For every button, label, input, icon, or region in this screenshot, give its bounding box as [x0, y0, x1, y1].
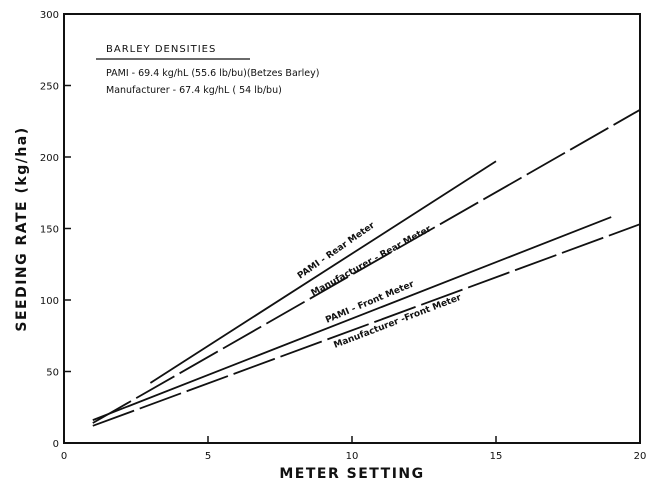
y-tick-label: 300: [40, 10, 59, 21]
y-tick-label: 200: [40, 153, 59, 164]
series-line-3: [92, 216, 612, 421]
legend: BARLEY DENSITIES PAMI - 69.4 kg/hL (55.6…: [96, 44, 319, 96]
legend-line-pami: PAMI - 69.4 kg/hL (55.6 lb/bu)(Betzes Ba…: [106, 68, 319, 79]
x-tick-label: 20: [634, 451, 647, 462]
x-axis-title: METER SETTING: [279, 466, 424, 482]
y-axis-title: SEEDING RATE (kg/ha): [14, 126, 30, 331]
series-line-1: [149, 160, 497, 384]
legend-line-manufacturer: Manufacturer - 67.4 kg/hL ( 54 lb/bu): [106, 85, 282, 96]
y-tick-label: 250: [40, 82, 59, 93]
y-tick-label: 0: [53, 439, 59, 450]
series-line-2: [92, 109, 641, 424]
y-tick-label: 50: [46, 368, 59, 379]
series-label-pami-rear: PAMI - Rear Meter: [296, 220, 377, 281]
y-tick-label: 150: [40, 225, 59, 236]
y-tick-label: 100: [40, 296, 59, 307]
x-tick-label: 10: [346, 451, 359, 462]
series-lines: [92, 109, 641, 427]
x-tick-label: 5: [205, 451, 211, 462]
legend-title: BARLEY DENSITIES: [106, 44, 216, 55]
x-tick-label: 15: [490, 451, 503, 462]
x-tick-label: 0: [61, 451, 67, 462]
series-line-4: [92, 223, 641, 427]
